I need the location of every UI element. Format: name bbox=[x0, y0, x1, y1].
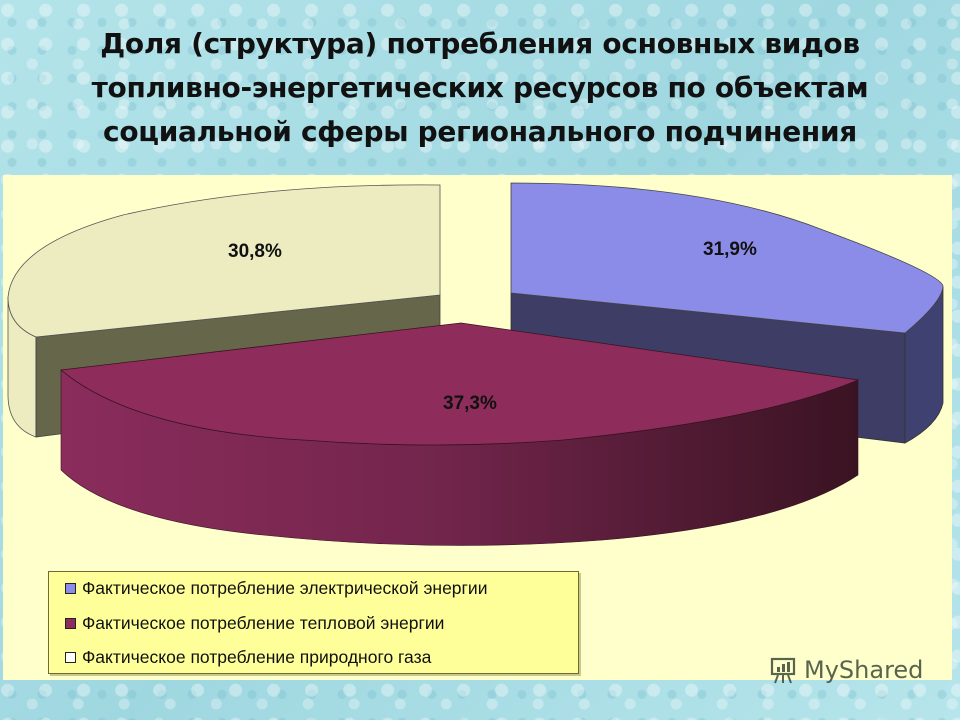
legend-label-gas: Фактическое потребление природного газа bbox=[82, 646, 432, 667]
pie-chart-3d bbox=[7, 182, 944, 546]
legend-item-electric[interactable]: Фактическое потребление электрической эн… bbox=[65, 575, 487, 601]
legend-label-electric: Фактическое потребление электрической эн… bbox=[82, 577, 488, 598]
legend-item-heat[interactable]: Фактическое потребление тепловой энергии bbox=[65, 610, 444, 636]
title-line-3: социальной сферы регионального подчинени… bbox=[103, 115, 857, 148]
legend-swatch-heat bbox=[65, 617, 76, 629]
slide-title: Доля (структура) потребления основных ви… bbox=[0, 22, 960, 154]
slice-heat[interactable] bbox=[60, 322, 860, 546]
legend-swatch-gas bbox=[65, 651, 76, 663]
watermark-text: MyShared bbox=[804, 656, 924, 684]
chart-legend: Фактическое потребление электрической эн… bbox=[48, 571, 579, 674]
title-line-1: Доля (структура) потребления основных ви… bbox=[100, 27, 860, 60]
label-heat-percent: 37,3% bbox=[443, 393, 497, 414]
label-gas-percent: 30,8% bbox=[228, 241, 282, 262]
legend-item-gas[interactable]: Фактическое потребление природного газа bbox=[65, 644, 431, 670]
presentation-icon bbox=[770, 657, 796, 684]
label-electric-percent: 31,9% bbox=[703, 239, 757, 260]
legend-label-heat: Фактическое потребление тепловой энергии bbox=[82, 612, 445, 633]
legend-swatch-electric bbox=[65, 582, 76, 594]
watermark: MyShared bbox=[768, 655, 923, 685]
chart-area: 30,8% 31,9% 37,3% bbox=[3, 175, 952, 680]
title-line-2: топливно-энергетических ресурсов по объе… bbox=[91, 71, 869, 104]
